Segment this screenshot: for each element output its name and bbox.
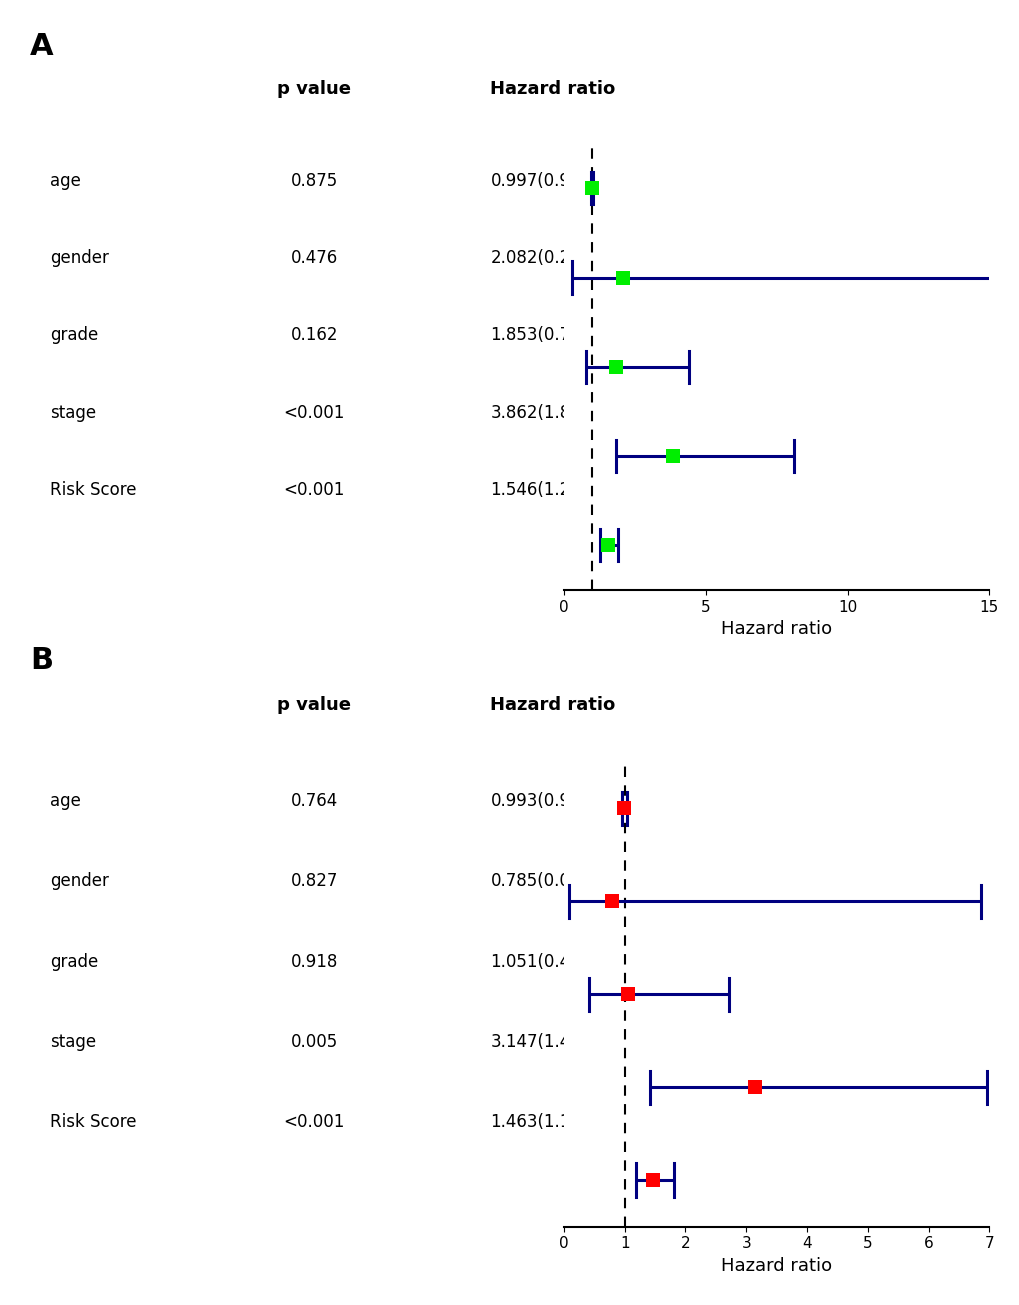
Point [614,268,631,288]
Point [607,356,624,377]
Text: 0.875: 0.875 [290,172,337,191]
Text: 0.005: 0.005 [290,1034,337,1051]
Text: A: A [31,33,54,61]
Text: Risk Score: Risk Score [50,1113,137,1131]
Point [664,445,681,466]
Text: age: age [50,792,81,810]
Text: Hazard ratio: Hazard ratio [490,696,615,714]
Text: 3.862(1.840−8.105): 3.862(1.840−8.105) [490,403,658,422]
Text: 0.918: 0.918 [290,953,337,971]
Point [644,1169,660,1190]
Text: 2.082(0.277−15.654): 2.082(0.277−15.654) [490,249,669,268]
X-axis label: Hazard ratio: Hazard ratio [720,1257,832,1275]
Text: 0.997(0.964−1.032): 0.997(0.964−1.032) [490,172,658,191]
Text: <0.001: <0.001 [283,403,344,422]
Text: 0.476: 0.476 [290,249,337,268]
Text: p value: p value [277,80,351,98]
Text: 1.853(0.781−4.395): 1.853(0.781−4.395) [490,326,658,345]
Text: B: B [31,646,53,675]
Text: 1.463(1.185−1.805): 1.463(1.185−1.805) [490,1113,659,1131]
Text: 0.162: 0.162 [290,326,337,345]
Text: <0.001: <0.001 [283,1113,344,1131]
Text: Risk Score: Risk Score [50,480,137,499]
Point [584,177,600,198]
Point [619,984,635,1005]
Text: p value: p value [277,696,351,714]
Text: gender: gender [50,872,109,890]
Text: 1.051(0.406−2.722): 1.051(0.406−2.722) [490,953,659,971]
X-axis label: Hazard ratio: Hazard ratio [720,620,832,638]
Text: 3.147(1.421−6.968): 3.147(1.421−6.968) [490,1034,659,1051]
Text: stage: stage [50,1034,96,1051]
Point [746,1077,762,1098]
Text: 0.764: 0.764 [290,792,337,810]
Text: grade: grade [50,326,98,345]
Point [603,891,620,912]
Text: stage: stage [50,403,96,422]
Text: 1.546(1.263−1.894): 1.546(1.263−1.894) [490,480,659,499]
Text: <0.001: <0.001 [283,480,344,499]
Text: Hazard ratio: Hazard ratio [490,80,615,98]
Point [599,535,615,556]
Text: age: age [50,172,81,191]
Text: 0.827: 0.827 [290,872,337,890]
Text: 0.993(0.952−1.037): 0.993(0.952−1.037) [490,792,658,810]
Point [615,797,632,818]
Text: gender: gender [50,249,109,268]
Text: 0.785(0.090−6.869): 0.785(0.090−6.869) [490,872,658,890]
Text: grade: grade [50,953,98,971]
